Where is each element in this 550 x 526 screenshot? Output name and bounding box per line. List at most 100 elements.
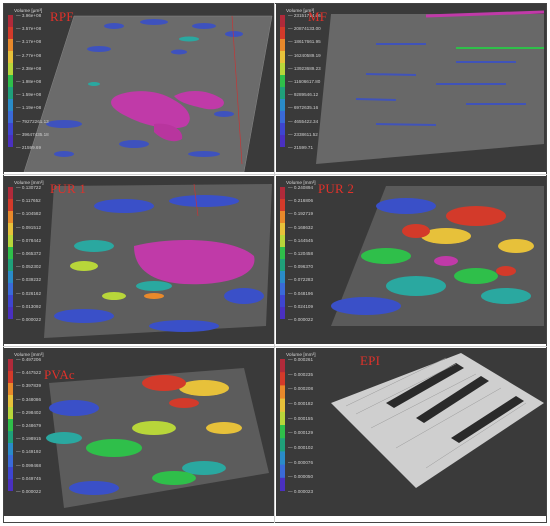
colorbar-segment (8, 419, 13, 432)
pur2-colorbar (280, 187, 285, 319)
epi-unit: Volume [mm³] (286, 353, 316, 358)
colorbar-segment (280, 123, 285, 136)
colorbar-tick-label: — 3.17e+08 (16, 39, 42, 45)
colorbar-tick-label: — 21599.69 (16, 145, 42, 150)
colorbar-segment (8, 199, 13, 212)
colorbar-tick-label: — 0.026162 (16, 290, 42, 296)
colorbar-tick-label: — 0.000182 (288, 401, 314, 406)
colorbar-segment (280, 372, 285, 386)
colorbar-segment (280, 259, 285, 272)
colorbar-tick-label: — 0.000235 (288, 371, 314, 377)
panel-epi: Volume [mm³] — 0.000261 — 0.000235 — 0.000… (276, 348, 546, 516)
rpf-label: RPF (50, 9, 74, 24)
colorbar-tick-label: — 0.000022 (288, 317, 314, 322)
rpf-unit: Volume [μm³] (14, 9, 43, 14)
epi-colorbar (280, 359, 285, 491)
colorbar-segment (8, 223, 13, 236)
colorbar-segment (280, 295, 285, 308)
colorbar-tick-label: — 4655422.34 (288, 118, 319, 124)
colorbar-tick-label: — 0.039232 (16, 277, 42, 283)
colorbar-tick-label: — 6972635.16 (288, 105, 319, 111)
colorbar-tick-label: — 0.000022 (16, 317, 42, 322)
colorbar-tick-label: — 0.198915 (16, 436, 42, 442)
colorbar-segment (280, 199, 285, 212)
pvac-label: PVAc (44, 367, 75, 382)
colorbar-segment (8, 467, 13, 480)
colorbar-tick-label: — 0.048196 (288, 290, 314, 296)
colorbar-segment (280, 271, 285, 284)
row-divider-2 (3, 346, 547, 347)
mf-colorbar (280, 15, 285, 147)
colorbar-segment (8, 27, 13, 40)
mf-label: MF (308, 9, 328, 24)
colorbar-tick-label: — 1.59e+08 (16, 92, 42, 98)
colorbar-segment (280, 187, 285, 200)
colorbar-segment (280, 135, 285, 147)
colorbar-segment (8, 187, 13, 200)
colorbar-tick-label: — 0.117652 (16, 198, 41, 204)
colorbar-segment (8, 431, 13, 444)
colorbar-tick-label: — 0.072283 (288, 277, 314, 283)
panel-rpf: Volume [μm³] — 3.96e+08 — 3.57e+08 — 3.17e… (4, 4, 274, 172)
colorbar-tick-label: — 11606617.80 (288, 79, 321, 84)
colorbar-segment (8, 383, 13, 396)
pur2-unit: Volume [mm³] (286, 181, 316, 186)
colorbar-tick-label: — 0.497206 (16, 357, 42, 362)
colorbar-segment (8, 271, 13, 284)
colorbar-tick-label: — 0.168632 (288, 224, 314, 230)
colorbar-tick-label: — 0.096370 (288, 264, 314, 270)
colorbar-segment (8, 295, 13, 308)
colorbar-segment (280, 307, 285, 319)
colorbar-tick-label: — 0.000023 (288, 489, 314, 494)
colorbar-tick-label: — 0.000076 (288, 459, 314, 465)
pur1-colorbar (8, 187, 13, 319)
colorbar-segment (280, 211, 285, 224)
colorbar-segment (280, 87, 285, 100)
pur1-render (44, 183, 272, 338)
colorbar-segment (8, 359, 13, 372)
colorbar-segment (280, 99, 285, 112)
colorbar-tick-label: — 0.298402 (16, 409, 42, 415)
colorbar-segment (280, 411, 285, 426)
mf-unit: Volume [μm³] (286, 9, 315, 14)
colorbar-tick-label: — 0.052302 (16, 264, 42, 270)
colorbar-segment (280, 63, 285, 76)
colorbar-segment (280, 223, 285, 236)
colorbar-segment (8, 111, 13, 124)
rpf-colorbar (8, 15, 13, 147)
pvac-unit: Volume [mm³] (14, 353, 44, 358)
figure-frame (3, 3, 547, 523)
colorbar-tick-label: — 0.120458 (288, 251, 314, 256)
colorbar-segment (280, 398, 285, 413)
colorbar-segment (8, 259, 13, 272)
colorbar-segment (8, 75, 13, 88)
colorbar-segment (280, 451, 285, 466)
colorbar-tick-label: — 20874133.00 (288, 26, 321, 32)
colorbar-segment (8, 247, 13, 260)
colorbar-tick-label: — 0.216806 (288, 198, 314, 204)
colorbar-tick-label: — 0.013092 (16, 303, 42, 309)
colorbar-segment (280, 477, 285, 491)
rpf-render (23, 15, 273, 172)
epi-render (331, 353, 544, 488)
colorbar-segment (8, 123, 13, 136)
colorbar-tick-label: — 0.024109 (288, 303, 314, 309)
colorbar-segment (280, 51, 285, 64)
colorbar-tick-label: — 0.099468 (16, 462, 42, 468)
colorbar-segment (280, 235, 285, 248)
colorbar-tick-label: — 21599.71 (288, 145, 314, 150)
colorbar-tick-label: — 13923689.23 (288, 65, 321, 71)
pur1-label: PUR 1 (50, 181, 87, 196)
colorbar-tick-label: — 0.130722 (16, 185, 42, 190)
colorbar-segment (8, 283, 13, 296)
colorbar-tick-label: — 3.57e+08 (16, 26, 42, 32)
colorbar-tick-label: — 0.000102 (288, 445, 314, 450)
colorbar-segment (8, 235, 13, 248)
colorbar-tick-label: — 0.049745 (16, 475, 42, 481)
colorbar-segment (280, 15, 285, 28)
colorbar-tick-label: — 2.38e+08 (16, 65, 42, 71)
colorbar-segment (8, 371, 13, 384)
colorbar-tick-label: — 0.000208 (288, 386, 314, 392)
colorbar-tick-label: — 1.98e+08 (16, 79, 42, 84)
colorbar-segment (8, 395, 13, 408)
